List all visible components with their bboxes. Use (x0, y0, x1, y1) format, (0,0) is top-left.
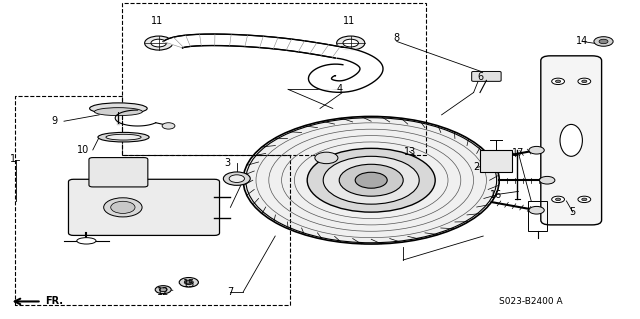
Circle shape (529, 146, 544, 154)
Bar (480, 150, 512, 172)
Circle shape (578, 78, 591, 85)
Circle shape (323, 156, 419, 204)
Circle shape (582, 80, 587, 83)
Bar (528, 201, 547, 231)
Text: 17: 17 (512, 148, 525, 158)
Ellipse shape (98, 132, 149, 142)
Text: 13: 13 (403, 146, 416, 157)
Ellipse shape (179, 278, 198, 287)
Text: 15: 15 (182, 279, 195, 289)
Ellipse shape (159, 288, 167, 292)
Circle shape (315, 152, 338, 164)
Text: 6: 6 (477, 71, 483, 82)
Ellipse shape (560, 124, 582, 156)
Text: 4: 4 (336, 84, 342, 94)
Text: 3: 3 (224, 158, 230, 168)
Ellipse shape (106, 134, 141, 140)
Circle shape (145, 36, 173, 50)
Text: 11: 11 (342, 16, 355, 26)
Text: 7: 7 (227, 287, 234, 297)
Text: 5: 5 (570, 207, 576, 217)
Circle shape (151, 39, 166, 47)
Ellipse shape (90, 103, 147, 114)
Text: 8: 8 (394, 33, 400, 43)
Circle shape (337, 36, 365, 50)
Circle shape (339, 164, 403, 196)
Text: 16: 16 (490, 189, 502, 200)
Text: 2: 2 (474, 162, 480, 173)
Circle shape (582, 198, 587, 201)
Circle shape (552, 196, 564, 203)
Ellipse shape (229, 175, 244, 182)
Circle shape (578, 196, 591, 203)
Circle shape (556, 80, 561, 83)
Circle shape (552, 78, 564, 85)
Ellipse shape (104, 198, 142, 217)
Ellipse shape (95, 108, 143, 116)
Text: 1: 1 (10, 154, 16, 165)
FancyBboxPatch shape (89, 158, 148, 187)
Ellipse shape (223, 172, 250, 185)
Ellipse shape (184, 280, 193, 285)
Ellipse shape (155, 286, 172, 293)
FancyBboxPatch shape (541, 56, 602, 225)
Circle shape (540, 176, 555, 184)
FancyBboxPatch shape (68, 179, 220, 235)
Text: 14: 14 (576, 36, 589, 47)
Circle shape (343, 39, 358, 47)
Circle shape (529, 206, 544, 214)
Text: 10: 10 (77, 145, 90, 155)
Circle shape (355, 172, 387, 188)
Text: 12: 12 (157, 287, 170, 297)
Text: 9: 9 (51, 116, 58, 126)
Text: S023-B2400 A: S023-B2400 A (499, 297, 563, 306)
Circle shape (307, 148, 435, 212)
Ellipse shape (111, 201, 135, 213)
FancyBboxPatch shape (472, 71, 501, 81)
Text: 11: 11 (150, 16, 163, 26)
Text: FR.: FR. (45, 296, 63, 307)
Circle shape (556, 198, 561, 201)
Bar (122, 3, 426, 155)
Circle shape (162, 123, 175, 129)
Circle shape (243, 116, 499, 244)
Ellipse shape (77, 238, 96, 244)
Circle shape (186, 281, 192, 284)
Circle shape (599, 39, 608, 44)
Circle shape (594, 37, 613, 46)
